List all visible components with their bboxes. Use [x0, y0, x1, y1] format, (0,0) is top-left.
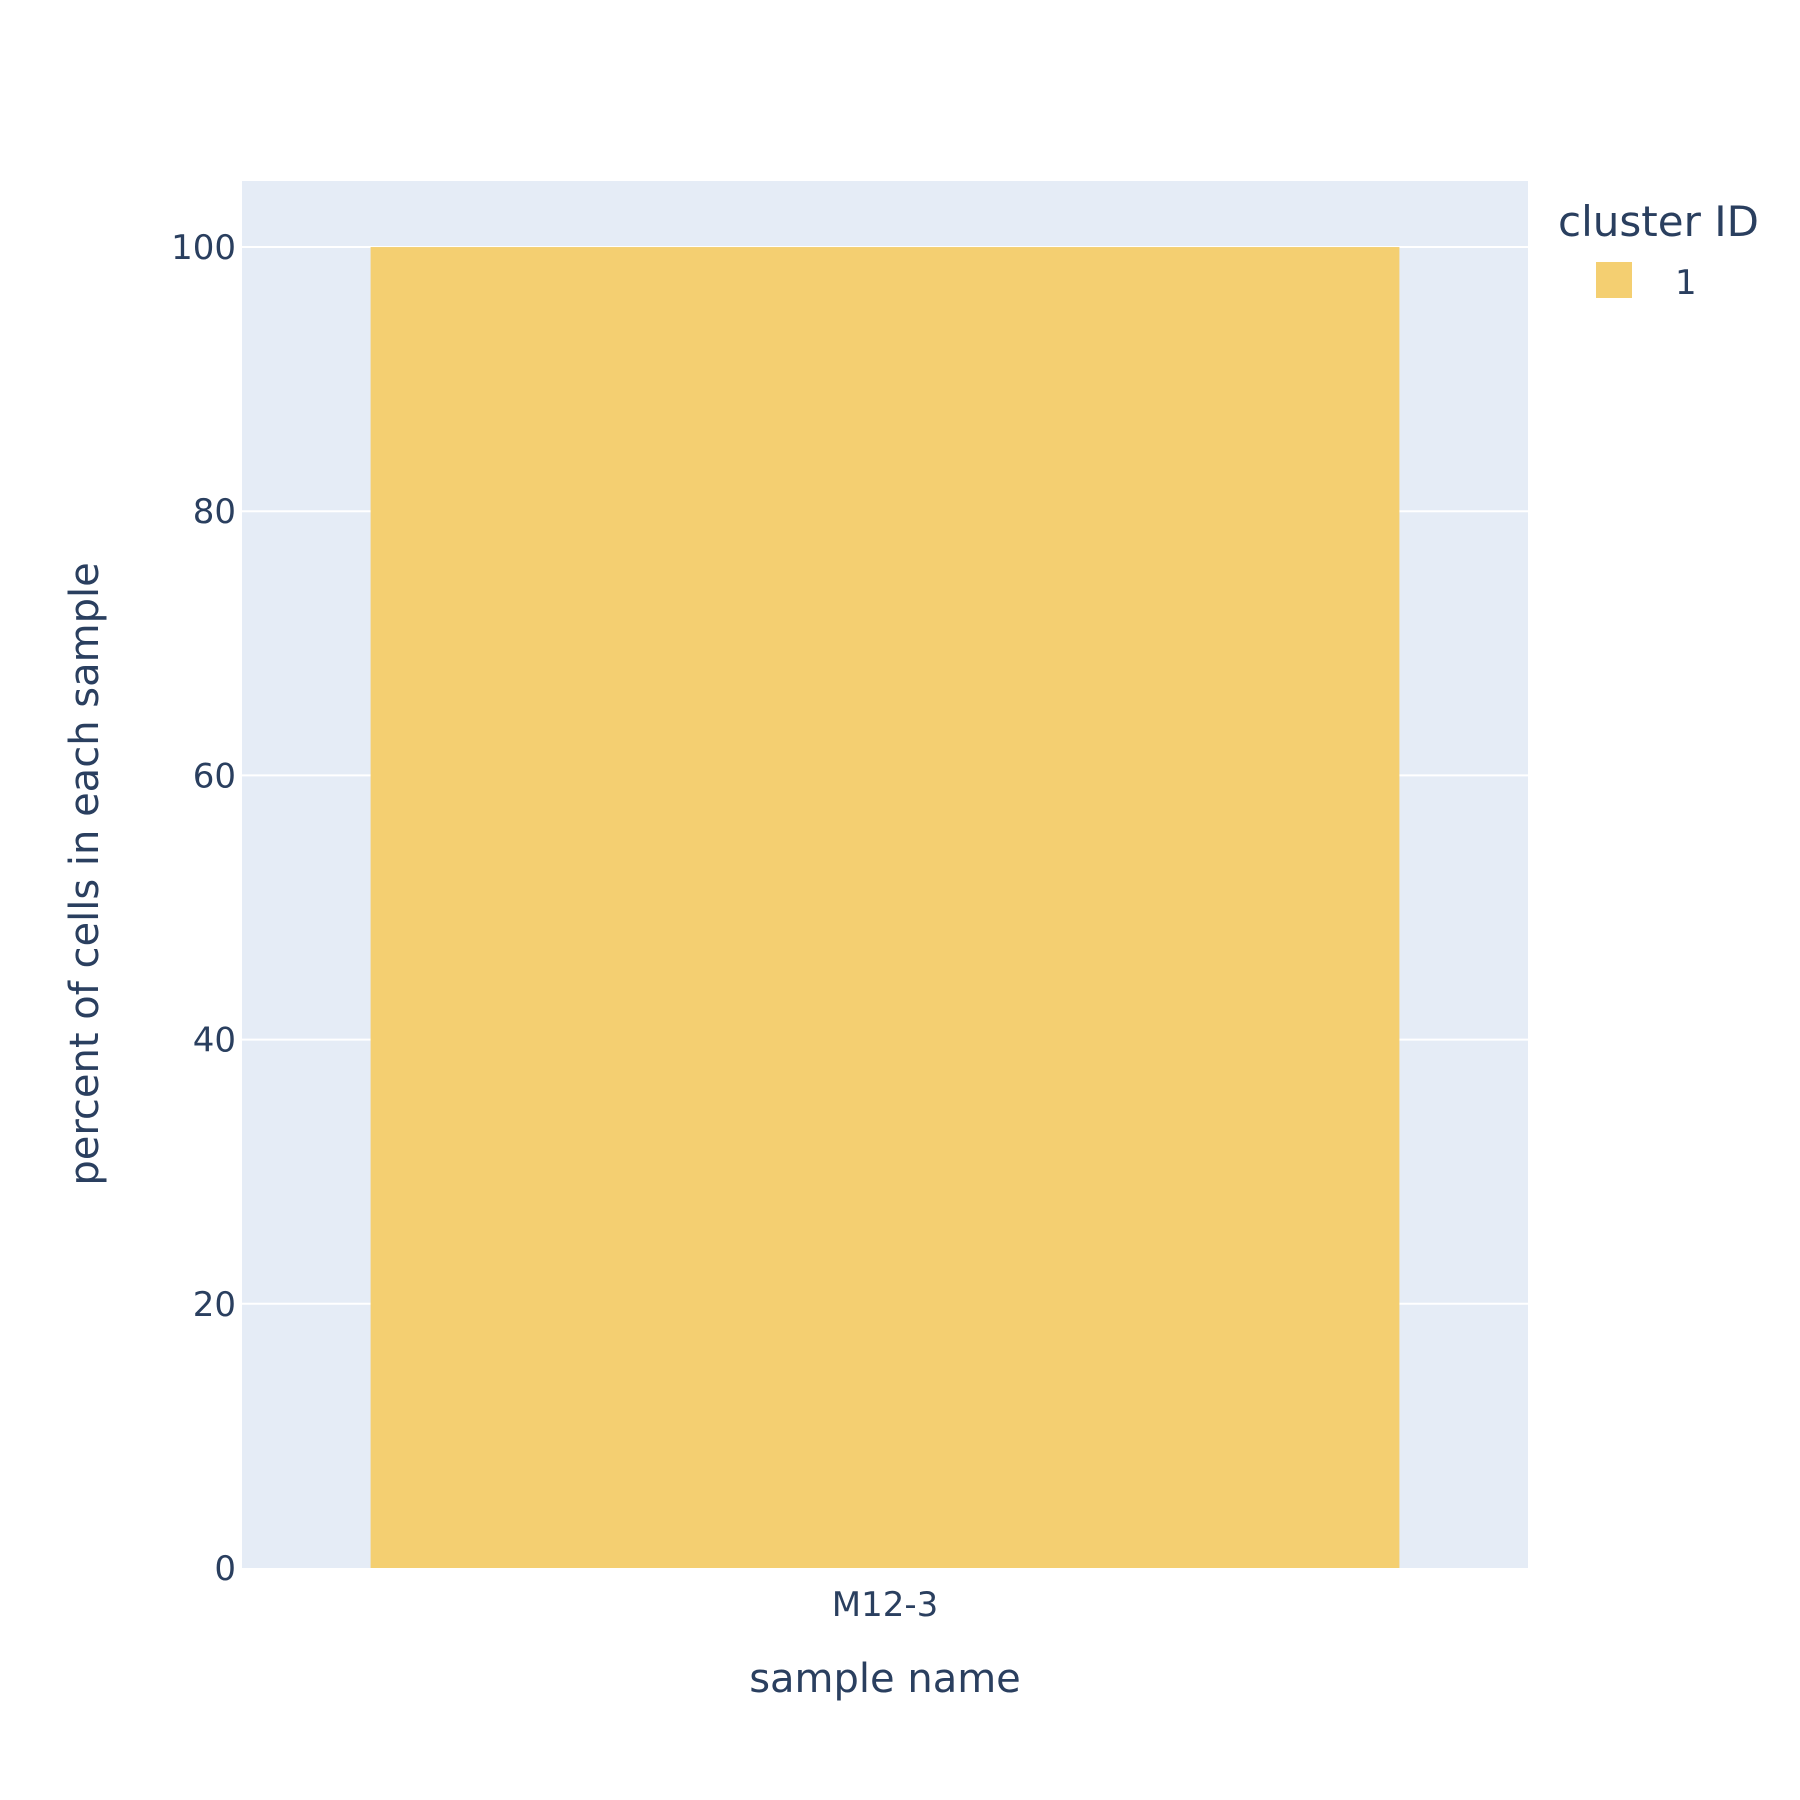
x-axis-title: sample name	[749, 1656, 1021, 1702]
y-tick-label: 80	[193, 492, 236, 532]
bars	[370, 247, 1400, 1569]
y-tick-label: 60	[193, 756, 236, 796]
y-tick-label: 40	[193, 1021, 236, 1061]
y-tick-label: 20	[193, 1285, 236, 1325]
legend[interactable]: cluster ID 1	[1558, 197, 1759, 303]
x-tick-label: M12-3	[832, 1585, 939, 1625]
legend-title: cluster ID	[1558, 197, 1759, 246]
y-axis-ticks: 0 20 40 60 80 100	[171, 228, 236, 1589]
y-axis-title: percent of cells in each sample	[62, 562, 108, 1185]
x-axis-ticks: M12-3	[832, 1585, 939, 1625]
legend-label: 1	[1675, 263, 1697, 303]
y-tick-label: 0	[214, 1549, 236, 1589]
bar[interactable]	[370, 247, 1400, 1569]
legend-swatch	[1596, 262, 1632, 298]
y-tick-label: 100	[171, 228, 236, 268]
